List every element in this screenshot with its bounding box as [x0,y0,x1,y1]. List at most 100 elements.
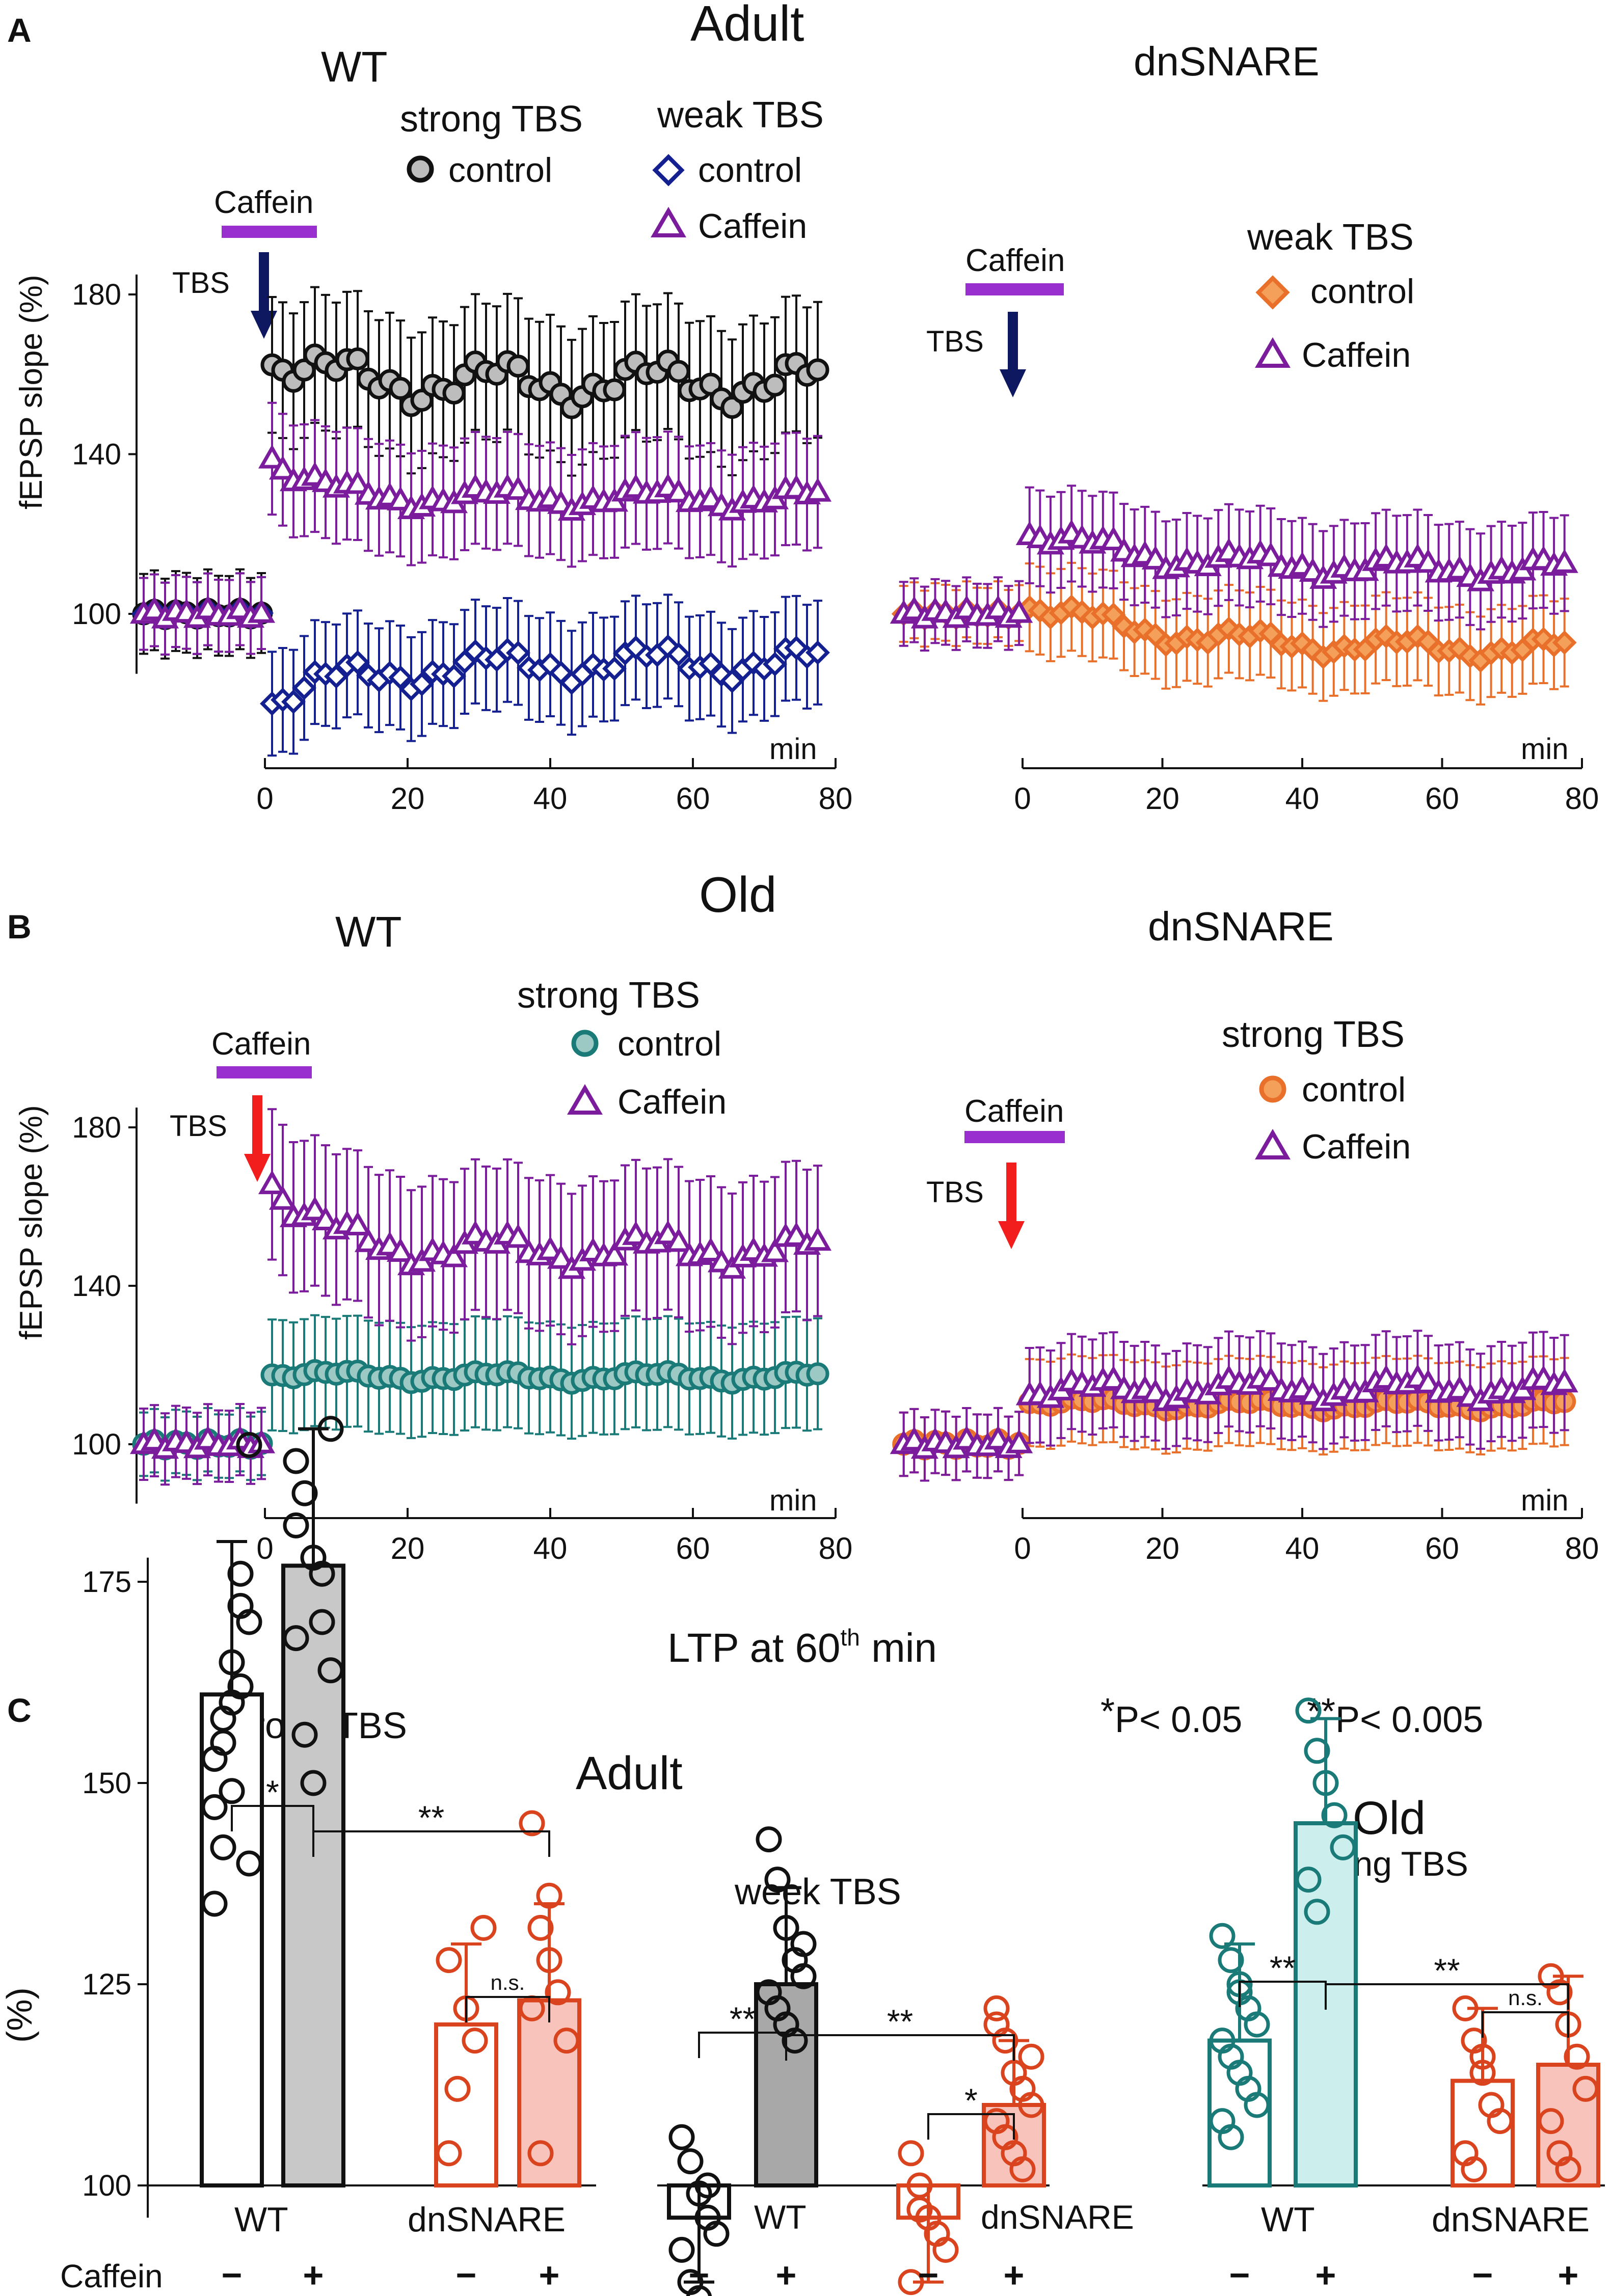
data-point [761,1238,789,1262]
timecourse-panel-a-wt: WT 100 140 180 0 20 40 60 80 min fEPSP slope (%… [14,43,852,816]
individual-data-point [1018,2043,1044,2070]
x-tick-label: 0 [256,1531,273,1565]
data-point [664,478,693,503]
individual-data-point [236,1850,262,1877]
individual-data-point [1312,1770,1339,1796]
tbs-arrow-icon [251,311,277,339]
individual-data-point [236,1431,262,1458]
bracket-line [1482,2011,1569,2038]
significance-label: * [266,1773,279,1811]
legend-entry-label: control [698,151,802,190]
data-point [763,373,787,397]
individual-data-point [898,2140,924,2167]
individual-data-point [1538,2108,1564,2135]
data-point [1550,1368,1578,1393]
y-tick-label: 140 [72,1269,121,1303]
bracket-line [312,1830,550,1857]
caffeine-bar-label: Caffein [965,243,1065,278]
data-point [346,347,369,370]
individual-data-point [283,1625,309,1652]
data-point [1069,600,1094,625]
x-tick-label: 20 [391,1531,425,1565]
individual-data-point [1218,2124,1244,2150]
timecourse-panel-b-dnsnare: dnSNARE 0 20 40 60 80 min Caffein TBS strong… [890,904,1599,1565]
bar-y-tick-label: 175 [82,1565,131,1599]
individual-data-point [470,1914,497,1941]
data-point [536,1236,565,1260]
individual-data-point [283,1448,309,1474]
bar-group [1451,1995,1515,2188]
data-point [600,1241,629,1266]
data-point [311,1206,340,1231]
bar-panel-title-sup: th [841,1624,860,1651]
individual-data-point [668,2124,695,2150]
individual-data-point [536,1882,562,1909]
data-point [1141,545,1169,570]
individual-data-point [677,2148,704,2175]
individual-data-point [210,1834,236,1860]
data-point [718,1254,746,1279]
pvalue-label-one: P< 0.05 [1115,1699,1242,1740]
individual-data-point [309,1609,335,1635]
series-triangle [890,1330,1578,1482]
group-title-adult: Adult [576,1747,683,1799]
data-point [463,639,488,664]
legend-marker-diamond [652,154,685,186]
data-point [984,595,1012,619]
bar-group [667,2124,731,2296]
x-tick-label: 60 [676,1531,710,1565]
individual-data-point [756,1826,782,1853]
data-point [1112,614,1136,639]
individual-data-point [519,1810,545,1836]
data-point [1414,548,1442,573]
individual-data-point [782,2028,808,2054]
bar-group [517,1810,581,2188]
data-point [268,1185,297,1210]
significance-label: ** [887,2003,913,2040]
x-axis-unit-label: min [769,1484,817,1517]
individual-data-point [219,1778,245,1804]
legend-group-title-strong: strong TBS [517,975,700,1016]
individual-data-point [703,2221,730,2247]
plus-sign: + [1315,2255,1336,2295]
legend-marker-triangle [651,207,686,237]
minus-sign: − [222,2255,243,2295]
bracket-line [927,2113,1015,2140]
bracket-line [465,1996,550,2022]
legend-entry-label: control [617,1024,721,1063]
data-point [506,640,530,665]
legend-marker-triangle [1255,337,1291,368]
data-point [506,355,530,378]
legend-marker-circle [571,1030,599,1057]
bar [1536,2063,1600,2187]
data-point [806,640,830,665]
individual-data-point [1209,1923,1236,1949]
tbs-label: TBS [926,1176,984,1209]
panel-title: WT [335,908,402,956]
data-point [226,595,254,619]
data-point [1005,1429,1033,1453]
plot-area: 0 20 40 60 80 [890,1131,1599,1565]
caffeine-sign-row: − + − + − + − + − + − + [222,2255,1579,2295]
timecourse-panel-b-wt: WT 100 140 180 0 20 40 60 80 min fEPSP slope (%… [14,908,852,1565]
individual-data-point [1330,1834,1356,1860]
y-tick-label: 100 [72,598,121,631]
data-point [301,1196,329,1221]
series-triangle [129,401,832,656]
data-point [292,358,316,382]
data-point [803,1226,832,1251]
group-title-old: Old [1353,1792,1426,1844]
x-tick-label: 0 [256,781,273,816]
plus-sign: + [1004,2255,1025,2295]
bar-panel-title: LTP at 60th min [667,1624,937,1670]
data-point [388,665,413,690]
genotype-label-wt: WT [754,2198,807,2236]
y-axis-label: fEPSP slope (%) [14,1105,49,1340]
data-point [720,668,744,693]
plus-sign: + [539,2255,560,2295]
individual-data-point [1218,1947,1244,1974]
y-tick-label: 100 [72,1428,121,1461]
x-tick-label: 80 [819,781,853,816]
legend-group-title-weak: weak TBS [1247,217,1414,258]
data-point [1414,1369,1442,1393]
